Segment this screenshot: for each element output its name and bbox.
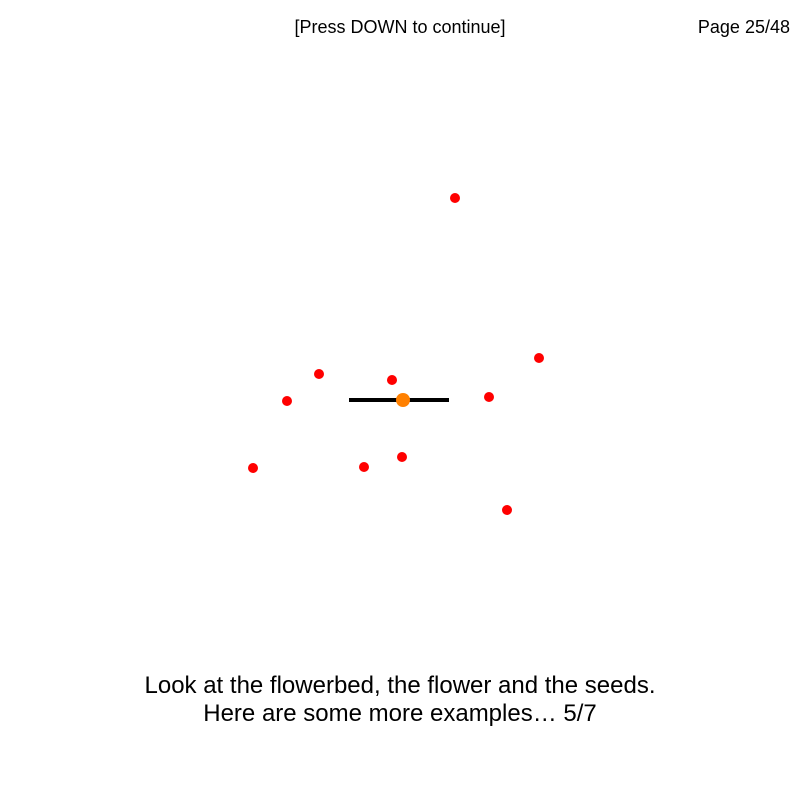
seed xyxy=(387,375,397,385)
flower xyxy=(396,393,410,407)
continue-prompt: [Press DOWN to continue] xyxy=(294,17,506,37)
caption-line-1: Look at the flowerbed, the flower and th… xyxy=(144,672,656,699)
seed xyxy=(248,463,258,473)
seed xyxy=(359,462,369,472)
seed xyxy=(450,193,460,203)
seed xyxy=(397,452,407,462)
instruction-caption: Look at the flowerbed, the flower and th… xyxy=(0,672,800,728)
page-counter: Page 25/48 xyxy=(697,17,790,37)
seed xyxy=(484,392,494,402)
seed xyxy=(282,396,292,406)
seed xyxy=(314,369,324,379)
seed xyxy=(534,353,544,363)
seed xyxy=(502,505,512,515)
caption-line-2: Here are some more examples… 5/7 xyxy=(203,700,597,727)
